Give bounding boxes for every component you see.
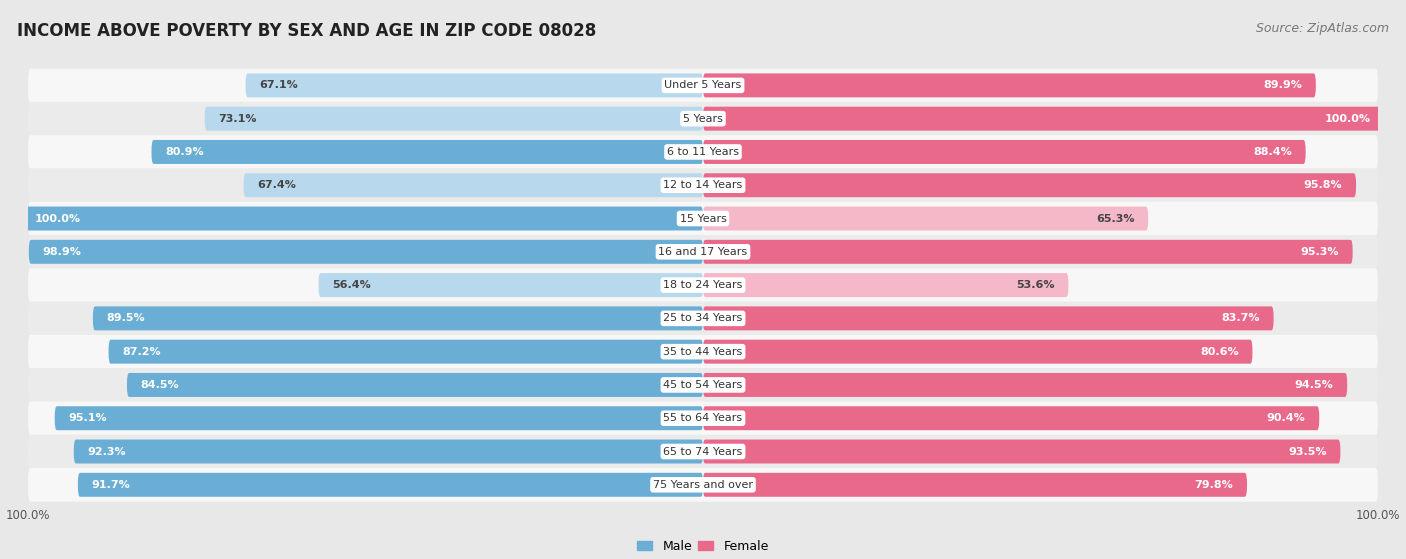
FancyBboxPatch shape bbox=[93, 306, 703, 330]
Text: 95.3%: 95.3% bbox=[1301, 247, 1339, 257]
FancyBboxPatch shape bbox=[28, 168, 1378, 202]
Text: 100.0%: 100.0% bbox=[35, 214, 82, 224]
FancyBboxPatch shape bbox=[703, 107, 1385, 131]
Text: 15 Years: 15 Years bbox=[679, 214, 727, 224]
Text: 18 to 24 Years: 18 to 24 Years bbox=[664, 280, 742, 290]
FancyBboxPatch shape bbox=[703, 240, 1353, 264]
FancyBboxPatch shape bbox=[246, 73, 703, 97]
Text: 93.5%: 93.5% bbox=[1288, 447, 1327, 457]
Text: 89.5%: 89.5% bbox=[107, 314, 145, 323]
Text: Source: ZipAtlas.com: Source: ZipAtlas.com bbox=[1256, 22, 1389, 35]
Text: 94.5%: 94.5% bbox=[1295, 380, 1333, 390]
Text: 35 to 44 Years: 35 to 44 Years bbox=[664, 347, 742, 357]
FancyBboxPatch shape bbox=[127, 373, 703, 397]
Text: 80.6%: 80.6% bbox=[1201, 347, 1239, 357]
Text: 6 to 11 Years: 6 to 11 Years bbox=[666, 147, 740, 157]
FancyBboxPatch shape bbox=[28, 240, 703, 264]
FancyBboxPatch shape bbox=[28, 268, 1378, 302]
Text: 83.7%: 83.7% bbox=[1222, 314, 1260, 323]
Text: 25 to 34 Years: 25 to 34 Years bbox=[664, 314, 742, 323]
Text: 89.9%: 89.9% bbox=[1264, 80, 1302, 91]
FancyBboxPatch shape bbox=[703, 439, 1340, 463]
Text: 92.3%: 92.3% bbox=[87, 447, 127, 457]
FancyBboxPatch shape bbox=[28, 102, 1378, 135]
Text: 100.0%: 100.0% bbox=[1324, 113, 1371, 124]
FancyBboxPatch shape bbox=[28, 202, 1378, 235]
Text: 84.5%: 84.5% bbox=[141, 380, 179, 390]
Text: 56.4%: 56.4% bbox=[332, 280, 371, 290]
Text: 65.3%: 65.3% bbox=[1097, 214, 1135, 224]
FancyBboxPatch shape bbox=[703, 340, 1253, 364]
FancyBboxPatch shape bbox=[28, 368, 1378, 402]
FancyBboxPatch shape bbox=[703, 273, 1069, 297]
FancyBboxPatch shape bbox=[28, 135, 1378, 169]
Text: 98.9%: 98.9% bbox=[42, 247, 82, 257]
Text: 91.7%: 91.7% bbox=[91, 480, 131, 490]
Text: 95.1%: 95.1% bbox=[69, 413, 107, 423]
Text: 88.4%: 88.4% bbox=[1253, 147, 1292, 157]
FancyBboxPatch shape bbox=[73, 439, 703, 463]
FancyBboxPatch shape bbox=[28, 401, 1378, 435]
FancyBboxPatch shape bbox=[703, 73, 1316, 97]
Text: 53.6%: 53.6% bbox=[1017, 280, 1054, 290]
FancyBboxPatch shape bbox=[21, 206, 703, 230]
FancyBboxPatch shape bbox=[703, 473, 1247, 497]
Text: 80.9%: 80.9% bbox=[165, 147, 204, 157]
FancyBboxPatch shape bbox=[703, 206, 1149, 230]
FancyBboxPatch shape bbox=[703, 173, 1355, 197]
FancyBboxPatch shape bbox=[28, 301, 1378, 335]
Text: 73.1%: 73.1% bbox=[218, 113, 257, 124]
Text: 67.1%: 67.1% bbox=[259, 80, 298, 91]
FancyBboxPatch shape bbox=[319, 273, 703, 297]
Legend: Male, Female: Male, Female bbox=[633, 535, 773, 558]
FancyBboxPatch shape bbox=[28, 69, 1378, 102]
FancyBboxPatch shape bbox=[28, 435, 1378, 468]
Text: 75 Years and over: 75 Years and over bbox=[652, 480, 754, 490]
Text: 95.8%: 95.8% bbox=[1303, 180, 1343, 190]
Text: 87.2%: 87.2% bbox=[122, 347, 160, 357]
Text: 65 to 74 Years: 65 to 74 Years bbox=[664, 447, 742, 457]
FancyBboxPatch shape bbox=[205, 107, 703, 131]
Text: 67.4%: 67.4% bbox=[257, 180, 297, 190]
FancyBboxPatch shape bbox=[703, 373, 1347, 397]
FancyBboxPatch shape bbox=[703, 306, 1274, 330]
Text: 5 Years: 5 Years bbox=[683, 113, 723, 124]
Text: 79.8%: 79.8% bbox=[1195, 480, 1233, 490]
Text: 55 to 64 Years: 55 to 64 Years bbox=[664, 413, 742, 423]
FancyBboxPatch shape bbox=[77, 473, 703, 497]
Text: Under 5 Years: Under 5 Years bbox=[665, 80, 741, 91]
Text: INCOME ABOVE POVERTY BY SEX AND AGE IN ZIP CODE 08028: INCOME ABOVE POVERTY BY SEX AND AGE IN Z… bbox=[17, 22, 596, 40]
FancyBboxPatch shape bbox=[28, 468, 1378, 501]
FancyBboxPatch shape bbox=[243, 173, 703, 197]
FancyBboxPatch shape bbox=[28, 335, 1378, 368]
Text: 45 to 54 Years: 45 to 54 Years bbox=[664, 380, 742, 390]
Text: 90.4%: 90.4% bbox=[1267, 413, 1306, 423]
FancyBboxPatch shape bbox=[703, 140, 1306, 164]
FancyBboxPatch shape bbox=[28, 235, 1378, 269]
FancyBboxPatch shape bbox=[152, 140, 703, 164]
FancyBboxPatch shape bbox=[703, 406, 1319, 430]
Text: 12 to 14 Years: 12 to 14 Years bbox=[664, 180, 742, 190]
Text: 16 and 17 Years: 16 and 17 Years bbox=[658, 247, 748, 257]
FancyBboxPatch shape bbox=[55, 406, 703, 430]
FancyBboxPatch shape bbox=[108, 340, 703, 364]
